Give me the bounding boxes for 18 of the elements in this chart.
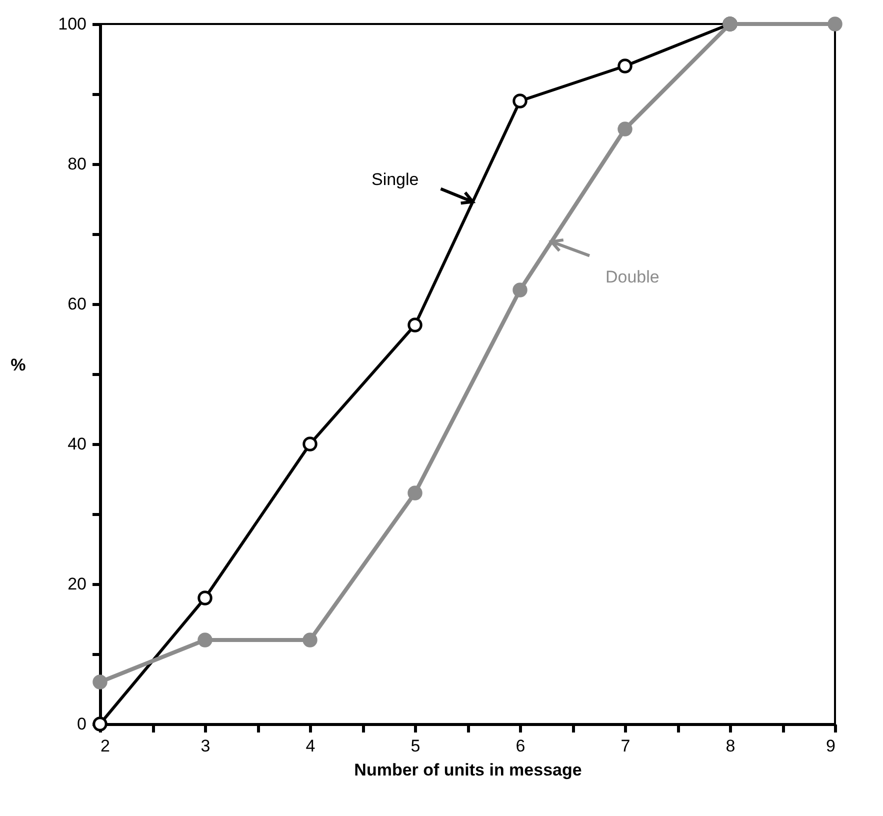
y-tick-label: 0 — [77, 714, 86, 734]
y-tick-label: 100 — [58, 14, 86, 34]
text: Double — [606, 268, 660, 287]
x-tick-label: 7 — [620, 736, 630, 756]
x-tick-label: 5 — [410, 736, 420, 756]
y-axis-title: % — [10, 356, 26, 374]
y-tick-label: 80 — [68, 154, 86, 174]
x-tick-label: 8 — [726, 736, 736, 756]
y-tick-label: 20 — [68, 574, 86, 594]
text: Single — [371, 170, 419, 189]
y-tick-label: 40 — [68, 434, 86, 454]
x-tick-label: 2 — [100, 736, 110, 756]
x-tick-label: 4 — [306, 736, 316, 756]
x-tick-label: 3 — [200, 736, 210, 756]
x-tick-label: 6 — [516, 736, 526, 756]
y-tick-label: 60 — [68, 294, 86, 314]
x-tick-label: 9 — [826, 736, 836, 756]
x-axis-title: Number of units in message — [354, 760, 582, 780]
